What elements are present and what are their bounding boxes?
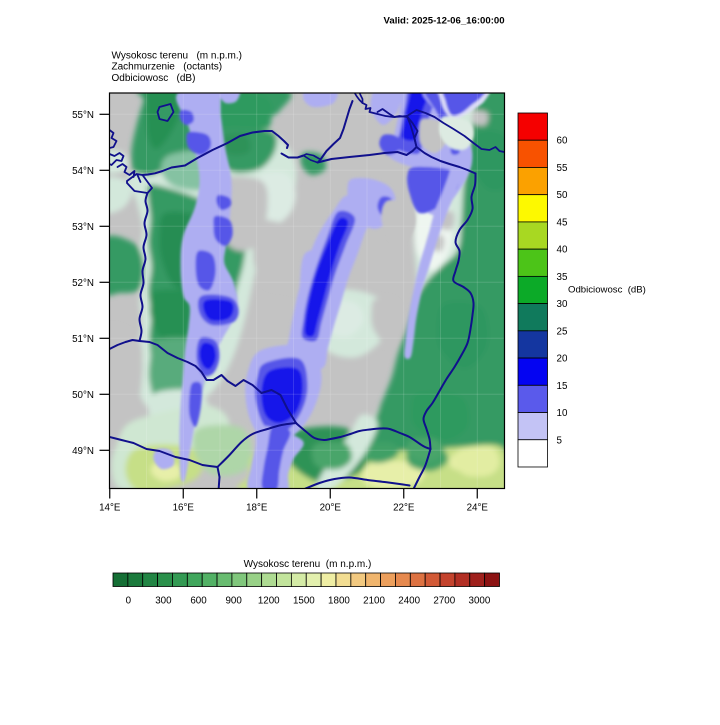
svg-text:Zachmurzenie (octants): Zachmurzenie (octants) [112,62,223,73]
svg-text:60: 60 [557,136,568,147]
svg-text:20°E: 20°E [320,503,342,514]
svg-text:51°N: 51°N [72,334,94,345]
svg-text:1200: 1200 [258,596,280,607]
svg-text:20: 20 [557,354,568,365]
svg-text:1800: 1800 [328,596,350,607]
svg-text:49°N: 49°N [72,446,94,457]
svg-text:54°N: 54°N [72,166,94,177]
svg-text:50°N: 50°N [72,390,94,401]
svg-text:Wysokosc terenu (m n.p.m.): Wysokosc terenu (m n.p.m.) [112,50,243,61]
svg-text:2400: 2400 [398,596,420,607]
svg-text:10: 10 [557,408,568,419]
svg-text:40: 40 [557,245,568,256]
svg-text:Valid: 2025-12-06_16:00:00: Valid: 2025-12-06_16:00:00 [384,16,505,27]
svg-text:Odbiciowosc (dB): Odbiciowosc (dB) [568,285,646,296]
svg-text:52°N: 52°N [72,278,94,289]
svg-text:2100: 2100 [363,596,385,607]
svg-text:18°E: 18°E [246,503,268,514]
svg-text:2700: 2700 [433,596,455,607]
svg-text:300: 300 [155,596,172,607]
svg-text:30: 30 [557,299,568,310]
svg-text:600: 600 [190,596,207,607]
svg-text:3000: 3000 [469,596,491,607]
svg-text:16°E: 16°E [173,503,195,514]
svg-text:Wysokosc terenu (m n.p.m.): Wysokosc terenu (m n.p.m.) [244,559,372,570]
svg-text:45: 45 [557,217,568,228]
svg-text:22°E: 22°E [393,503,415,514]
svg-text:Odbiciowosc (dB): Odbiciowosc (dB) [112,73,196,84]
svg-text:900: 900 [225,596,242,607]
svg-text:24°E: 24°E [467,503,489,514]
svg-text:55: 55 [557,163,568,174]
svg-text:35: 35 [557,272,568,283]
svg-text:55°N: 55°N [72,110,94,121]
svg-text:25: 25 [557,326,568,337]
svg-text:1500: 1500 [293,596,315,607]
svg-text:50: 50 [557,190,568,201]
svg-text:0: 0 [126,596,132,607]
svg-text:53°N: 53°N [72,222,94,233]
svg-text:14°E: 14°E [99,503,121,514]
svg-text:5: 5 [557,435,563,446]
svg-text:15: 15 [557,381,568,392]
